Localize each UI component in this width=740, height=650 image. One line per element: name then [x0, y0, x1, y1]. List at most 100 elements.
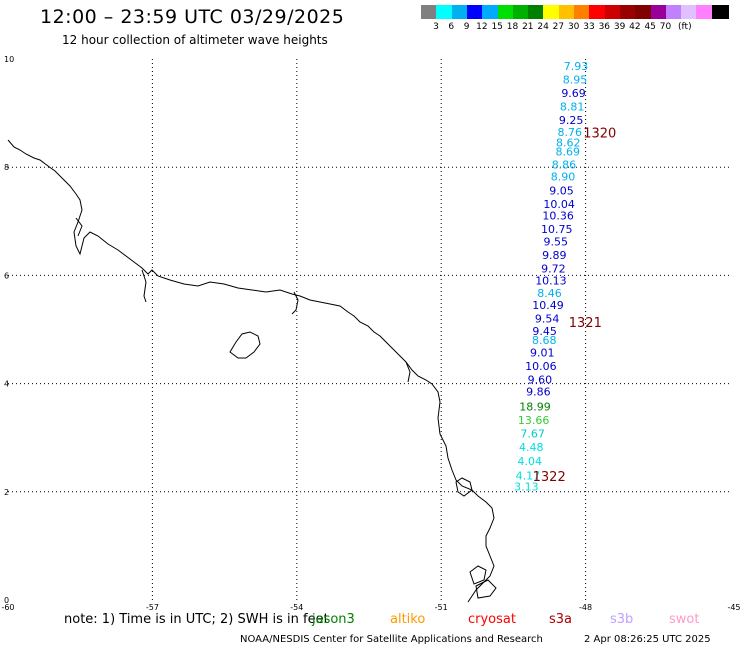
axis-tick-labels: -60 -57 -54 -51 -48 -45 10 8 6 4 2 0: [1, 55, 740, 612]
color-scale-label: 24: [537, 22, 549, 32]
color-swatch: [466, 5, 484, 19]
color-swatch: [497, 5, 515, 19]
color-swatch: [650, 5, 668, 19]
map-subtitle: 12 hour collection of altimeter wave hei…: [62, 33, 328, 47]
wave-height-value: 9.45: [532, 325, 557, 338]
wave-height-value: 9.55: [544, 236, 569, 249]
color-scale-label: 15: [491, 22, 503, 32]
wave-height-value: 9.60: [528, 374, 553, 387]
wave-height-value: 8.68: [532, 334, 557, 347]
color-swatch: [711, 5, 729, 19]
wave-height-value: 8.46: [537, 287, 562, 300]
wave-height-value: 8.69: [556, 145, 581, 158]
wave-height-value: 3.13: [514, 481, 539, 494]
track-time-label: 1320: [583, 126, 616, 141]
satellite-legend-swot: swot: [669, 612, 700, 627]
color-scale-label: 27: [552, 22, 565, 32]
satellite-legend-cryosat: cryosat: [468, 612, 516, 627]
color-scale-label: 33: [583, 22, 595, 32]
lat-lon-grid: [8, 59, 730, 600]
color-swatch: [482, 5, 500, 19]
altimeter-observations: 7.938.959.698.819.258.768.628.698.868.90…: [514, 60, 588, 494]
y-tick-label: 8: [4, 163, 9, 172]
color-scale-label: 9: [463, 22, 470, 32]
y-tick-label: 6: [4, 271, 9, 280]
map-frame: [8, 59, 730, 600]
x-tick-label: -45: [727, 603, 740, 612]
color-scale-label: 39: [613, 22, 626, 32]
wave-height-value: 9.86: [526, 386, 551, 399]
color-scale-unit: (ft): [678, 22, 692, 32]
island: [229, 331, 261, 359]
coastline-inlet-west: [75, 217, 411, 383]
color-swatch: [681, 5, 699, 19]
color-swatch: [528, 5, 546, 19]
wave-height-value: 10.75: [541, 223, 573, 236]
note-text: note: 1) Time is in UTC; 2) SWH is in fe…: [64, 612, 329, 627]
y-tick-label: 10: [4, 55, 14, 64]
color-swatch: [604, 5, 622, 19]
color-swatch: [574, 5, 591, 19]
track-labels: 1320 1321 1322: [533, 126, 617, 485]
satellite-legend-s3b: s3b: [610, 612, 634, 627]
coastline-estuary: [455, 477, 497, 599]
color-scale-label: 30: [567, 22, 580, 32]
wave-height-value: 8.95: [563, 73, 588, 86]
satellite-legend-jason3: jason3: [312, 612, 355, 627]
color-scale-label: 42: [629, 22, 641, 32]
color-swatch: [512, 5, 530, 19]
color-swatch: [696, 5, 714, 19]
color-swatch: [665, 5, 683, 19]
wave-height-value: 8.90: [551, 171, 576, 184]
y-tick-label: 4: [4, 380, 9, 389]
wave-height-value: 13.66: [518, 414, 550, 427]
color-swatch: [421, 5, 438, 19]
wave-height-value: 8.86: [552, 158, 577, 171]
wave-height-value: 8.81: [560, 100, 585, 113]
color-swatch: [436, 5, 454, 19]
track-time-label: 1321: [569, 316, 602, 331]
y-tick-label: 2: [4, 488, 9, 497]
color-swatch: [635, 5, 653, 19]
wave-height-value: 9.54: [535, 312, 560, 325]
map-title: 12:00 – 23:59 UTC 03/29/2025: [40, 6, 345, 28]
wave-height-value: 7.67: [520, 428, 545, 441]
x-tick-label: -57: [146, 603, 159, 612]
wave-height-value: 9.25: [559, 114, 584, 127]
coastline: [7, 139, 497, 603]
track-time-label: 1322: [533, 470, 566, 485]
x-tick-label: -54: [290, 603, 303, 612]
wave-height-value: 8.76: [557, 126, 582, 139]
wave-height-value: 7.93: [564, 60, 589, 73]
color-scale-label: 6: [448, 22, 455, 32]
wave-height-value: 9.69: [561, 87, 586, 100]
wave-height-value: 4.04: [518, 455, 543, 468]
wave-height-value: 8.62: [556, 137, 581, 150]
x-tick-label: -60: [1, 603, 14, 612]
wave-height-value: 10.04: [543, 198, 575, 211]
x-tick-label: -51: [435, 603, 448, 612]
wave-height-value: 9.89: [542, 249, 567, 262]
satellite-legend-altiko: altiko: [390, 612, 426, 627]
wave-height-value: 4.17: [516, 469, 541, 482]
wave-height-value: 9.72: [541, 263, 566, 276]
wave-height-value: 10.06: [525, 360, 557, 373]
color-swatch: [543, 5, 561, 19]
timestamp: 2 Apr 08:26:25 UTC 2025: [584, 634, 711, 645]
color-scale-label: 18: [506, 22, 519, 32]
coastline-mainland: [7, 139, 495, 603]
color-swatch: [558, 5, 576, 19]
y-tick-label: 0: [4, 596, 9, 605]
x-tick-label: -48: [579, 603, 592, 612]
color-scale-label: 45: [644, 22, 656, 32]
credit-text: NOAA/NESDIS Center for Satellite Applica…: [240, 634, 543, 645]
color-scale-label: 3: [433, 22, 439, 32]
satellite-legend-s3a: s3a: [549, 612, 573, 627]
wave-height-value: 10.13: [535, 275, 567, 288]
color-swatch: [451, 5, 469, 19]
wave-height-value: 10.49: [532, 299, 564, 312]
wave-height-value: 9.05: [549, 184, 574, 197]
wave-height-value: 9.01: [530, 347, 555, 360]
wave-height-value: 4.48: [519, 441, 544, 454]
